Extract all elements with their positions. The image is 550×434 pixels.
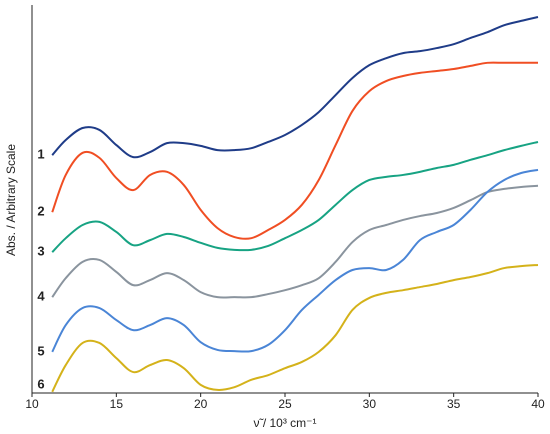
x-tick-label: 20 [194, 397, 208, 411]
curve [51, 263, 539, 393]
curve [51, 184, 539, 299]
x-axis-label: ν̃ / 10³ cm⁻¹ [253, 416, 316, 430]
x-tick-label: 40 [531, 397, 545, 411]
curve-label: 6 [37, 376, 44, 391]
curve [51, 16, 539, 159]
x-tick-label: 25 [278, 397, 292, 411]
x-tick-label: 10 [25, 397, 39, 411]
curve-label: 4 [37, 289, 45, 304]
curve-label: 1 [37, 147, 44, 162]
y-axis-label: Abs. / Arbitrary Scale [4, 144, 18, 256]
curve-label: 5 [37, 343, 44, 358]
curve [51, 140, 539, 253]
x-tick-label: 30 [363, 397, 377, 411]
x-tick-label: 35 [447, 397, 461, 411]
x-tick-label: 15 [110, 397, 124, 411]
curve [51, 61, 538, 240]
curve-label: 3 [37, 244, 44, 259]
curve-label: 2 [37, 204, 44, 219]
curve [51, 168, 539, 353]
